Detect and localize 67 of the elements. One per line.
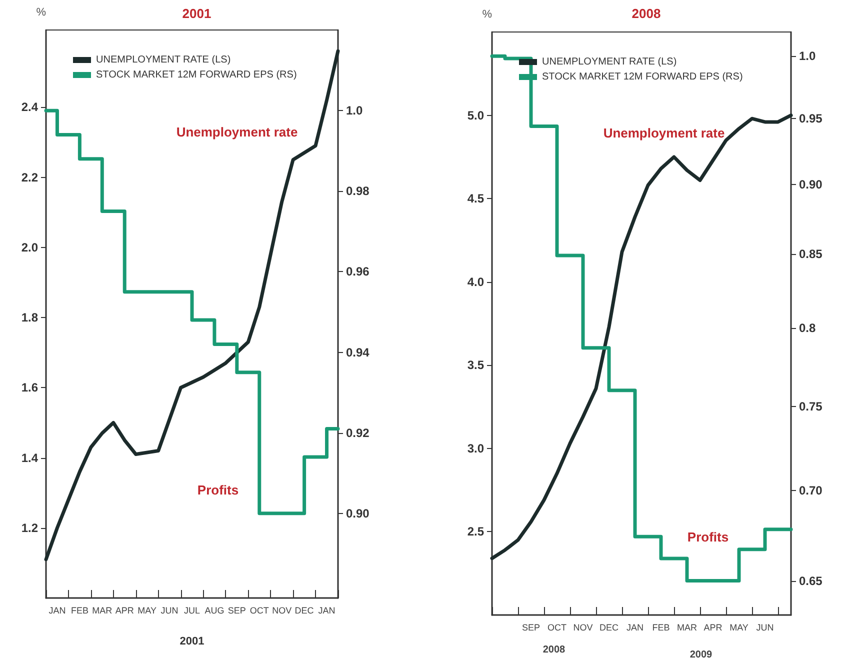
y2-tick-label: 0.70 — [798, 484, 822, 498]
x-tick-label: JAN — [626, 622, 644, 632]
y-tick-label: 1.4 — [21, 450, 38, 465]
legend-label: UNEMPLOYMENT RATE (LS) — [542, 56, 676, 68]
y2-tick-label: 1.0 — [798, 49, 816, 64]
x-tick-label: FEB — [70, 606, 88, 616]
x-tick-label: JUL — [184, 606, 200, 616]
y-tick-label: 2.2 — [21, 170, 38, 184]
y-axis-title: % — [482, 8, 492, 20]
y2-tick-label: 0.92 — [346, 426, 370, 440]
y-tick-label: 1.6 — [21, 380, 38, 395]
x-tick-label: OCT — [547, 622, 566, 632]
y2-tick-label: 0.85 — [798, 247, 822, 262]
chart-title: 2008 — [631, 6, 660, 21]
x-tick-label: NOV — [272, 606, 292, 616]
text: 2009 — [689, 650, 712, 660]
x-tick-label: AUG — [204, 606, 224, 616]
text: 2008 — [542, 644, 566, 656]
y-tick-label: 1.2 — [21, 520, 38, 535]
y2-tick-label: 0.96 — [346, 264, 370, 279]
line-series — [490, 114, 792, 560]
y-tick-label: 5.0 — [466, 108, 484, 122]
annotation: Unemployment rate — [602, 126, 724, 140]
y-tick-label: 3.5 — [466, 358, 484, 372]
annotation: Profits — [686, 530, 728, 544]
y-axis-title: % — [36, 6, 46, 18]
x-tick-label: DEC — [294, 606, 314, 616]
annotation: Unemployment rate — [176, 124, 298, 140]
y2-tick-label: 0.98 — [346, 184, 370, 198]
y2-tick-label: 0.95 — [798, 112, 822, 126]
x-tick-label: FEB — [652, 622, 670, 632]
x-tick-label: MAR — [676, 622, 697, 632]
y2-tick-label: 0.94 — [346, 345, 370, 360]
x-tick-label: MAY — [729, 622, 748, 632]
y-tick-label: 4.5 — [466, 192, 484, 206]
y-tick-label: 2.5 — [466, 524, 484, 539]
x-tick-label: JUN — [756, 622, 774, 632]
line-series — [44, 49, 340, 562]
x-tick-label: NOV — [572, 622, 592, 632]
y-tick-label: 2.0 — [21, 240, 38, 254]
x-tick-label: MAR — [92, 606, 113, 616]
x-tick-label: JAN — [318, 606, 336, 616]
x-tick-label: JUN — [160, 606, 178, 616]
chart-title: 2001 — [182, 6, 212, 21]
x-tick-label: APR — [115, 606, 134, 616]
y2-tick-label: 0.65 — [798, 574, 822, 588]
x-tick-label: JAN — [48, 606, 66, 616]
y-tick-label: 4.0 — [466, 274, 484, 289]
y2-tick-label: 0.75 — [798, 400, 822, 414]
y-tick-label: 1.8 — [21, 310, 38, 325]
y2-tick-label: 0.8 — [798, 320, 816, 335]
legend-label: STOCK MARKET 12M FORWARD EPS (RS) — [96, 70, 297, 80]
y2-tick-label: 0.90 — [346, 506, 370, 520]
y2-tick-label: 1.0 — [346, 104, 364, 118]
y-tick-label: 2.4 — [21, 100, 38, 114]
x-tick-label: DEC — [598, 622, 618, 632]
x-axis-title: 2001 — [180, 636, 204, 648]
legend-label: STOCK MARKET 12M FORWARD EPS (RS) — [542, 72, 742, 82]
y-tick-label: 3.0 — [466, 441, 484, 456]
x-tick-label: OCT — [250, 606, 270, 616]
legend-label: UNEMPLOYMENT RATE (LS) — [96, 54, 231, 66]
x-tick-label: SEP — [521, 622, 540, 632]
x-tick-label: SEP — [228, 606, 246, 616]
x-tick-label: MAY — [138, 606, 156, 616]
x-tick-label: APR — [703, 622, 722, 632]
annotation: Profits — [197, 482, 239, 498]
y2-tick-label: 0.90 — [798, 177, 822, 192]
